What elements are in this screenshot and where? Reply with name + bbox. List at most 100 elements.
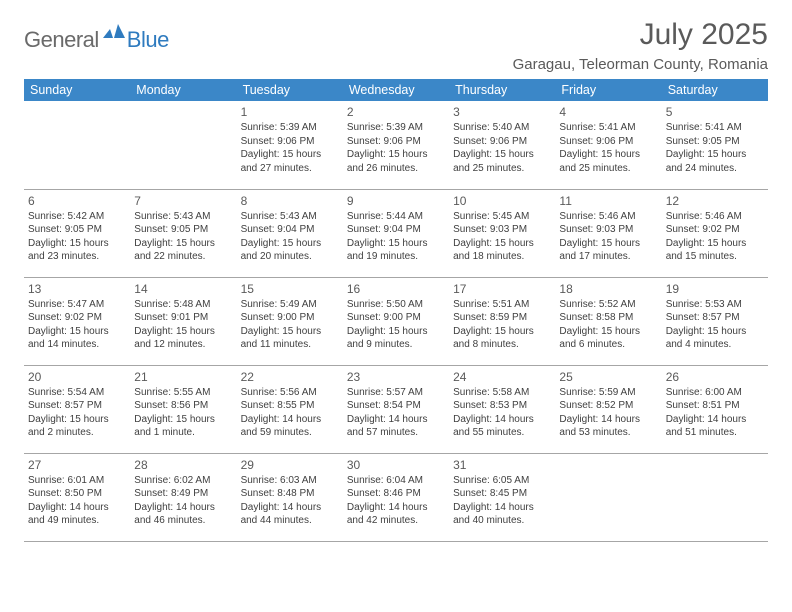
sunset-text: Sunset: 8:50 PM — [28, 487, 126, 501]
day-number: 9 — [347, 193, 445, 209]
sunrise-text: Sunrise: 5:54 AM — [28, 386, 126, 400]
daylight-text: Daylight: 15 hours — [666, 148, 764, 162]
day-number: 4 — [559, 104, 657, 120]
calendar-day-cell: 5Sunrise: 5:41 AMSunset: 9:05 PMDaylight… — [662, 101, 768, 189]
sunrise-text: Sunrise: 5:46 AM — [559, 210, 657, 224]
day-number: 25 — [559, 369, 657, 385]
calendar-day-cell: 10Sunrise: 5:45 AMSunset: 9:03 PMDayligh… — [449, 189, 555, 277]
daylight-text: and 46 minutes. — [134, 514, 232, 528]
weekday-header: Monday — [130, 79, 236, 101]
sunrise-text: Sunrise: 5:41 AM — [559, 121, 657, 135]
calendar-day-cell: 6Sunrise: 5:42 AMSunset: 9:05 PMDaylight… — [24, 189, 130, 277]
sunset-text: Sunset: 9:00 PM — [241, 311, 339, 325]
daylight-text: and 18 minutes. — [453, 250, 551, 264]
sunrise-text: Sunrise: 6:02 AM — [134, 474, 232, 488]
day-number: 11 — [559, 193, 657, 209]
sunset-text: Sunset: 9:02 PM — [28, 311, 126, 325]
daylight-text: and 23 minutes. — [28, 250, 126, 264]
daylight-text: Daylight: 15 hours — [666, 237, 764, 251]
calendar-day-cell: 27Sunrise: 6:01 AMSunset: 8:50 PMDayligh… — [24, 453, 130, 541]
sunrise-text: Sunrise: 6:05 AM — [453, 474, 551, 488]
sunset-text: Sunset: 8:57 PM — [666, 311, 764, 325]
day-number: 20 — [28, 369, 126, 385]
day-number: 10 — [453, 193, 551, 209]
sunset-text: Sunset: 9:06 PM — [453, 135, 551, 149]
sunrise-text: Sunrise: 5:40 AM — [453, 121, 551, 135]
daylight-text: and 22 minutes. — [134, 250, 232, 264]
sunset-text: Sunset: 8:54 PM — [347, 399, 445, 413]
day-number: 17 — [453, 281, 551, 297]
sunset-text: Sunset: 8:45 PM — [453, 487, 551, 501]
sunset-text: Sunset: 9:02 PM — [666, 223, 764, 237]
logo-text-general: General — [24, 27, 99, 53]
calendar-day-cell: 12Sunrise: 5:46 AMSunset: 9:02 PMDayligh… — [662, 189, 768, 277]
sunrise-text: Sunrise: 5:41 AM — [666, 121, 764, 135]
sunset-text: Sunset: 8:49 PM — [134, 487, 232, 501]
daylight-text: and 57 minutes. — [347, 426, 445, 440]
calendar-day-cell: 26Sunrise: 6:00 AMSunset: 8:51 PMDayligh… — [662, 365, 768, 453]
calendar-day-cell — [662, 453, 768, 541]
sunset-text: Sunset: 8:51 PM — [666, 399, 764, 413]
daylight-text: Daylight: 15 hours — [453, 237, 551, 251]
sunrise-text: Sunrise: 5:43 AM — [241, 210, 339, 224]
sunrise-text: Sunrise: 5:57 AM — [347, 386, 445, 400]
calendar-week-row: 20Sunrise: 5:54 AMSunset: 8:57 PMDayligh… — [24, 365, 768, 453]
sunrise-text: Sunrise: 5:51 AM — [453, 298, 551, 312]
day-number: 28 — [134, 457, 232, 473]
daylight-text: Daylight: 14 hours — [241, 413, 339, 427]
daylight-text: Daylight: 15 hours — [134, 325, 232, 339]
calendar-day-cell: 31Sunrise: 6:05 AMSunset: 8:45 PMDayligh… — [449, 453, 555, 541]
daylight-text: Daylight: 14 hours — [347, 413, 445, 427]
daylight-text: and 12 minutes. — [134, 338, 232, 352]
logo-text-blue: Blue — [127, 27, 169, 53]
sunrise-text: Sunrise: 5:39 AM — [347, 121, 445, 135]
calendar-day-cell: 30Sunrise: 6:04 AMSunset: 8:46 PMDayligh… — [343, 453, 449, 541]
daylight-text: Daylight: 15 hours — [241, 237, 339, 251]
day-number: 24 — [453, 369, 551, 385]
daylight-text: Daylight: 15 hours — [453, 325, 551, 339]
sunset-text: Sunset: 8:55 PM — [241, 399, 339, 413]
sunrise-text: Sunrise: 5:47 AM — [28, 298, 126, 312]
sunset-text: Sunset: 8:57 PM — [28, 399, 126, 413]
daylight-text: Daylight: 14 hours — [559, 413, 657, 427]
sunset-text: Sunset: 8:59 PM — [453, 311, 551, 325]
daylight-text: and 25 minutes. — [559, 162, 657, 176]
sunrise-text: Sunrise: 5:45 AM — [453, 210, 551, 224]
day-number: 3 — [453, 104, 551, 120]
sunset-text: Sunset: 9:04 PM — [347, 223, 445, 237]
sunset-text: Sunset: 9:05 PM — [28, 223, 126, 237]
daylight-text: Daylight: 14 hours — [666, 413, 764, 427]
day-number: 13 — [28, 281, 126, 297]
daylight-text: and 11 minutes. — [241, 338, 339, 352]
sunrise-text: Sunrise: 5:59 AM — [559, 386, 657, 400]
calendar-day-cell: 14Sunrise: 5:48 AMSunset: 9:01 PMDayligh… — [130, 277, 236, 365]
daylight-text: and 20 minutes. — [241, 250, 339, 264]
daylight-text: Daylight: 15 hours — [28, 413, 126, 427]
daylight-text: and 24 minutes. — [666, 162, 764, 176]
sunset-text: Sunset: 9:04 PM — [241, 223, 339, 237]
calendar-day-cell: 28Sunrise: 6:02 AMSunset: 8:49 PMDayligh… — [130, 453, 236, 541]
calendar-day-cell: 22Sunrise: 5:56 AMSunset: 8:55 PMDayligh… — [237, 365, 343, 453]
calendar-day-cell: 11Sunrise: 5:46 AMSunset: 9:03 PMDayligh… — [555, 189, 661, 277]
sunrise-text: Sunrise: 5:44 AM — [347, 210, 445, 224]
daylight-text: and 9 minutes. — [347, 338, 445, 352]
sunrise-text: Sunrise: 5:43 AM — [134, 210, 232, 224]
daylight-text: and 40 minutes. — [453, 514, 551, 528]
calendar-day-cell: 2Sunrise: 5:39 AMSunset: 9:06 PMDaylight… — [343, 101, 449, 189]
day-number: 2 — [347, 104, 445, 120]
calendar-day-cell: 19Sunrise: 5:53 AMSunset: 8:57 PMDayligh… — [662, 277, 768, 365]
day-number: 15 — [241, 281, 339, 297]
sunrise-text: Sunrise: 5:50 AM — [347, 298, 445, 312]
calendar-day-cell — [555, 453, 661, 541]
sunrise-text: Sunrise: 6:00 AM — [666, 386, 764, 400]
sunset-text: Sunset: 9:06 PM — [347, 135, 445, 149]
daylight-text: and 2 minutes. — [28, 426, 126, 440]
day-number: 12 — [666, 193, 764, 209]
calendar-day-cell: 13Sunrise: 5:47 AMSunset: 9:02 PMDayligh… — [24, 277, 130, 365]
calendar-day-cell: 15Sunrise: 5:49 AMSunset: 9:00 PMDayligh… — [237, 277, 343, 365]
sunset-text: Sunset: 9:03 PM — [559, 223, 657, 237]
weekday-header: Thursday — [449, 79, 555, 101]
daylight-text: and 25 minutes. — [453, 162, 551, 176]
weekday-header: Friday — [555, 79, 661, 101]
calendar-page: General Blue July 2025 Garagau, Teleorma… — [0, 0, 792, 560]
